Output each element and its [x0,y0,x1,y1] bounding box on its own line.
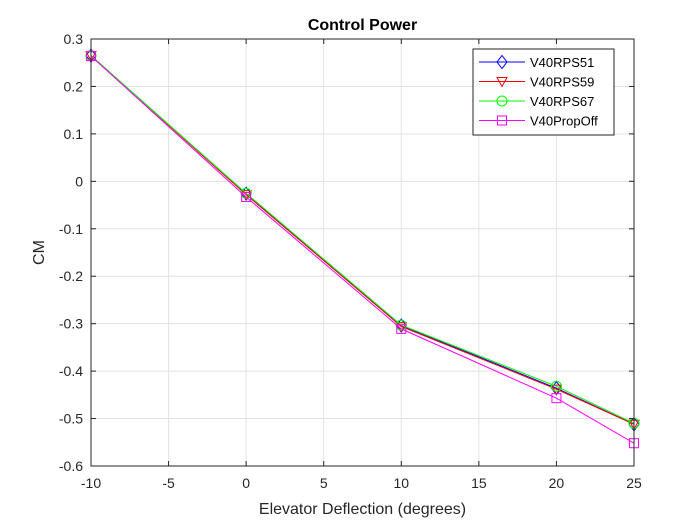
x-axis-label: Elevator Deflection (degrees) [259,501,466,518]
data-point-square [396,323,407,334]
y-tick-label: -0.6 [59,458,83,474]
data-point-square [241,191,252,202]
tick-labels: -10 -5 0 5 10 15 20 25 0.3 0.2 0.1 0 -0.1 -0.2 -0.3 -0.… [59,31,642,491]
series-line [90,55,635,424]
y-tick-label: -0.2 [59,268,83,284]
series-line [90,55,635,425]
ticks [90,38,635,467]
y-tick-label: -0.5 [59,411,83,427]
data-point-square [497,115,507,126]
y-tick-label: -0.4 [59,363,83,379]
x-tick-label: 0 [242,475,250,491]
x-tick-label: 20 [549,475,565,491]
chart-title: Control Power [308,17,417,34]
y-axis-label: CM [31,240,48,265]
x-tick-label: 5 [320,475,328,491]
y-tick-label: 0 [75,173,83,189]
y-tick-label: 0.2 [64,78,84,94]
legend-item: V40RPS59 [479,75,594,90]
data-point-triangle [496,77,508,88]
data-point-square [551,393,562,404]
data-point-circle [550,380,562,392]
data-point-diamond [496,54,508,70]
x-tick-label: -5 [162,475,175,491]
y-tick-label: 0.3 [64,31,84,47]
y-tick-label: -0.1 [59,221,83,237]
y-tick-label: 0.1 [64,126,84,142]
plot-frame [90,38,635,467]
x-tick-label: 15 [471,475,487,491]
legend-item: V40RPS51 [479,54,594,70]
x-tick-label: 25 [626,475,642,491]
series-line [90,55,635,444]
series-group [85,48,640,449]
data-point-triangle [550,384,563,396]
legend-label: V40RPS67 [530,94,594,109]
x-tick-label: 10 [393,475,409,491]
legend-label: V40RPS59 [530,75,594,90]
legend: V40RPS51 V40RPS59 V40RPS67 V40PropOff [472,48,615,136]
legend-label: V40RPS51 [530,55,594,70]
series-v40propoff [86,51,639,449]
y-tick-label: -0.3 [59,316,83,332]
data-point-circle [496,95,508,107]
legend-item: V40RPS67 [479,94,594,109]
legend-label: V40PropOff [530,114,598,129]
x-tick-label: -10 [81,475,101,491]
legend-item: V40PropOff [479,114,598,129]
